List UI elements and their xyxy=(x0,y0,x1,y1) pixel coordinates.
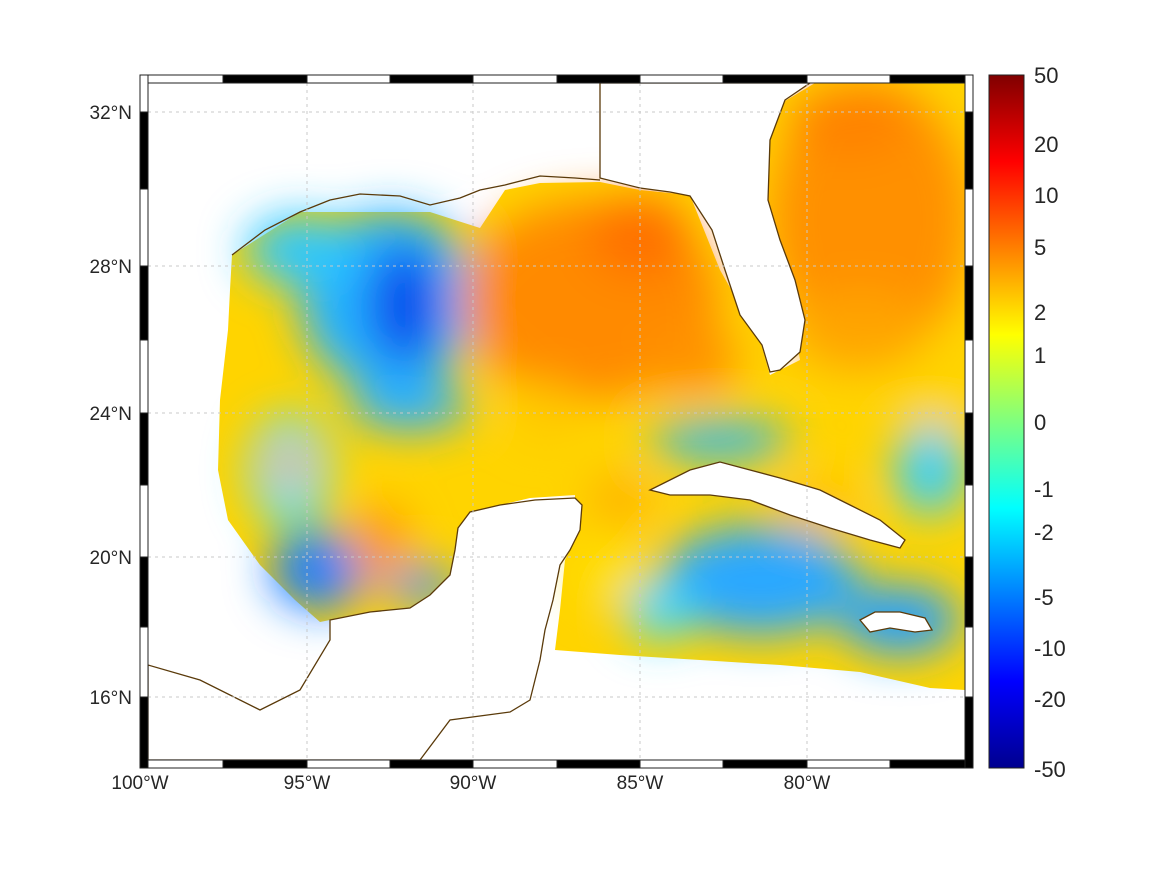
frame-segment-top xyxy=(222,74,308,84)
colorbar-tick-label: 50 xyxy=(1034,63,1058,88)
frame-segment-right xyxy=(964,626,974,698)
frame-segment-top xyxy=(722,74,808,84)
frame-segment-top xyxy=(139,74,224,84)
colorbar-tick-label: -2 xyxy=(1034,520,1054,545)
colorbar-tick-label: 20 xyxy=(1034,132,1058,157)
frame-segment-bottom xyxy=(806,759,891,769)
colorbar-tick-label: -20 xyxy=(1034,687,1066,712)
frame-segment-left xyxy=(139,74,149,113)
lon-label: 100°W xyxy=(111,773,168,794)
frame-segment-right xyxy=(964,111,974,190)
colorbar-tick-label: 2 xyxy=(1034,300,1046,325)
jamaica-landmass xyxy=(858,611,934,633)
frame-segment-left xyxy=(139,556,149,628)
lat-label: 28°N xyxy=(90,257,132,278)
frame-segment-right xyxy=(964,696,974,769)
colorbar-tick-label: -10 xyxy=(1034,636,1066,661)
longitude-labels: 100°W 95°W 90°W 85°W 80°W xyxy=(111,773,830,794)
frame-segment-right xyxy=(964,484,974,558)
frame-segment-top xyxy=(889,74,974,84)
frame-segment-left xyxy=(139,339,149,414)
colorbar-tick-label: 5 xyxy=(1034,235,1046,260)
frame-segment-top xyxy=(639,74,724,84)
lon-label: 85°W xyxy=(617,773,664,794)
frame-segment-top xyxy=(472,74,558,84)
colorbar-tick-label: -50 xyxy=(1034,757,1066,782)
graticule xyxy=(148,83,965,760)
lat-label: 16°N xyxy=(90,688,132,709)
frame-segment-right xyxy=(964,339,974,414)
frame-segment-left xyxy=(139,265,149,341)
frame-segment-right xyxy=(964,74,974,113)
frame-segment-left xyxy=(139,412,149,486)
frame-segment-bottom xyxy=(639,759,724,769)
frame-segment-right xyxy=(964,412,974,486)
frame-segment-bottom xyxy=(556,759,641,769)
north-gulf-coast xyxy=(231,175,601,256)
frame-segment-left xyxy=(139,484,149,558)
frame-segment-right xyxy=(964,188,974,267)
lon-label: 90°W xyxy=(450,773,497,794)
colorbar-tick-label: 0 xyxy=(1034,410,1046,435)
frame-segment-right xyxy=(964,556,974,628)
anomaly-field xyxy=(218,83,965,690)
frame-segment-bottom xyxy=(722,759,808,769)
lat-label: 24°N xyxy=(90,404,132,425)
frame-segment-left xyxy=(139,696,149,769)
colorbar-tick-label: -5 xyxy=(1034,585,1054,610)
lat-label: 32°N xyxy=(90,103,132,124)
lon-label: 80°W xyxy=(784,773,831,794)
frame-segment-top xyxy=(389,74,474,84)
lat-label: 20°N xyxy=(90,548,132,569)
latitude-labels: 32°N 28°N 24°N 20°N 16°N xyxy=(90,103,132,709)
colorbar-tick-label: 1 xyxy=(1034,343,1046,368)
frame-segment-bottom xyxy=(222,759,308,769)
frame-segment-left xyxy=(139,111,149,190)
frame-segment-top xyxy=(306,74,391,84)
frame-segment-bottom xyxy=(389,759,474,769)
frame-segment-left xyxy=(139,188,149,267)
florida-landmass xyxy=(599,83,812,373)
colorbar-tick-label: -1 xyxy=(1034,477,1054,502)
frame-segment-bottom xyxy=(306,759,391,769)
colorbar-gradient xyxy=(988,74,1025,769)
colorbar-tick-label: 10 xyxy=(1034,183,1058,208)
frame-segment-bottom xyxy=(472,759,558,769)
cuba-landmass xyxy=(648,461,906,549)
frame-segment-left xyxy=(139,626,149,698)
frame-segment-bottom xyxy=(889,759,974,769)
frame-outline xyxy=(139,74,974,769)
frame-segment-bottom xyxy=(139,759,224,769)
lon-label: 95°W xyxy=(284,773,331,794)
field-blobs xyxy=(245,83,965,655)
frame-segment-right xyxy=(964,265,974,341)
map-frame xyxy=(139,74,974,769)
frame-segment-top xyxy=(806,74,891,84)
frame-segment-top xyxy=(556,74,641,84)
